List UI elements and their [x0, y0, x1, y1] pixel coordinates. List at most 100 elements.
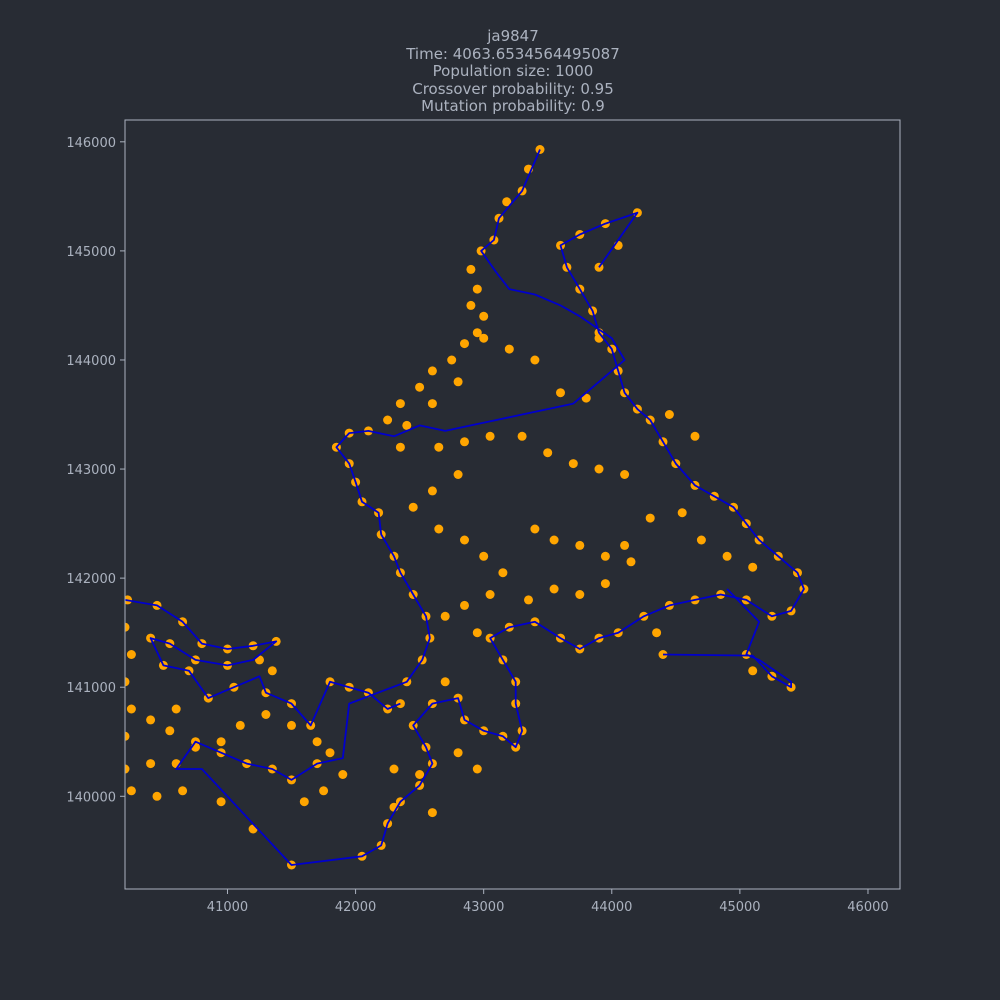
y-tick-label: 143000 — [66, 463, 116, 478]
city-point-192 — [235, 720, 245, 730]
city-point-176 — [479, 333, 489, 343]
tour-path-segment-1 — [662, 588, 792, 689]
city-point-163 — [620, 540, 630, 550]
city-point-50 — [126, 704, 136, 714]
city-point-141 — [568, 459, 578, 469]
city-point-170 — [664, 410, 674, 419]
city-point-52 — [126, 650, 136, 659]
chart-title: ja9847 Time: 4063.6534564495087 Populati… — [405, 27, 620, 115]
city-point-185 — [389, 764, 399, 774]
city-point-177 — [453, 377, 463, 387]
city-point-184 — [472, 764, 482, 774]
city-point-147 — [434, 442, 444, 452]
city-point-47 — [126, 786, 136, 796]
x-tick-label: 46000 — [847, 900, 888, 915]
city-point-44 — [216, 797, 226, 807]
city-point-67 — [338, 770, 348, 779]
city-point-66 — [325, 748, 335, 758]
city-point-17 — [383, 415, 393, 425]
city-point-149 — [427, 486, 437, 496]
city-point-75 — [165, 726, 175, 736]
city-point-197 — [171, 704, 181, 714]
city-point-46 — [152, 791, 162, 801]
city-point-68 — [319, 786, 329, 796]
x-tick-label: 45000 — [719, 900, 760, 915]
y-tick-label: 142000 — [66, 572, 116, 587]
city-point-130 — [748, 666, 758, 676]
tour-path-segment-2 — [125, 599, 401, 727]
city-point-150 — [408, 502, 418, 512]
tour-path — [125, 149, 805, 866]
x-tick-label: 41000 — [207, 900, 248, 915]
y-tick-label: 146000 — [66, 136, 116, 151]
city-point-7 — [466, 264, 476, 274]
city-point-152 — [460, 535, 469, 545]
city-point-159 — [524, 595, 533, 605]
city-point-142 — [594, 464, 604, 474]
city-point-181 — [440, 677, 450, 687]
title-line-2: Time: 4063.6534564495087 — [405, 45, 620, 63]
city-point-53 — [125, 622, 130, 632]
city-point-168 — [748, 562, 758, 572]
city-point-180 — [395, 442, 405, 452]
city-point-11 — [472, 328, 482, 338]
y-axis: 140000 141000 142000 143000 144000 145000 1460… — [66, 136, 125, 805]
title-line-5: Mutation probability: 0.9 — [421, 97, 605, 115]
city-point-155 — [485, 590, 495, 599]
city-point-169 — [690, 431, 700, 441]
y-tick-label: 140000 — [66, 790, 116, 805]
y-tick-label: 144000 — [66, 354, 116, 369]
city-point-137 — [575, 540, 585, 550]
city-point-165 — [677, 508, 687, 518]
city-point-69 — [299, 797, 309, 807]
y-tick-label: 141000 — [66, 681, 116, 696]
city-point-76 — [146, 715, 156, 725]
city-point-156 — [460, 600, 469, 610]
city-point-146 — [460, 437, 469, 447]
city-point-65 — [312, 737, 322, 747]
city-point-171 — [556, 388, 565, 398]
tour-path-segment-0 — [175, 149, 805, 866]
city-point-160 — [549, 584, 559, 594]
city-point-3 — [502, 197, 512, 207]
title-line-4: Crossover probability: 0.95 — [412, 80, 614, 98]
city-point-161 — [575, 590, 585, 599]
city-point-61 — [267, 666, 277, 676]
plot-area — [125, 145, 809, 870]
city-point-157 — [440, 611, 450, 621]
city-point-143 — [620, 470, 630, 479]
city-point-172 — [581, 393, 591, 403]
city-point-175 — [504, 344, 514, 354]
city-point-43 — [248, 824, 258, 834]
city-point-167 — [722, 551, 732, 561]
city-point-48 — [125, 764, 130, 774]
city-point-183 — [453, 748, 463, 758]
city-point-190 — [287, 720, 296, 730]
city-point-16 — [395, 399, 405, 409]
city-point-166 — [696, 535, 706, 545]
x-tick-label: 42000 — [335, 900, 376, 915]
city-point-174 — [530, 355, 540, 365]
city-point-135 — [530, 524, 540, 534]
x-tick-label: 44000 — [591, 900, 632, 915]
city-point-154 — [498, 568, 508, 578]
city-point-188 — [427, 808, 437, 818]
city-point-51 — [125, 677, 130, 687]
city-point-144 — [517, 431, 527, 441]
city-point-158 — [472, 628, 482, 638]
city-point-138 — [600, 551, 610, 561]
city-point-178 — [427, 399, 437, 409]
city-point-13 — [447, 355, 457, 365]
city-point-191 — [261, 710, 271, 719]
city-point-10 — [479, 311, 489, 321]
city-point-8 — [472, 284, 482, 294]
x-axis: 41000 42000 43000 44000 45000 46000 — [207, 889, 889, 915]
city-point-136 — [549, 535, 559, 545]
city-point-151 — [434, 524, 444, 534]
x-tick-label: 43000 — [463, 900, 504, 915]
city-point-196 — [146, 759, 156, 769]
city-point-162 — [600, 579, 610, 589]
city-point-148 — [453, 470, 463, 479]
